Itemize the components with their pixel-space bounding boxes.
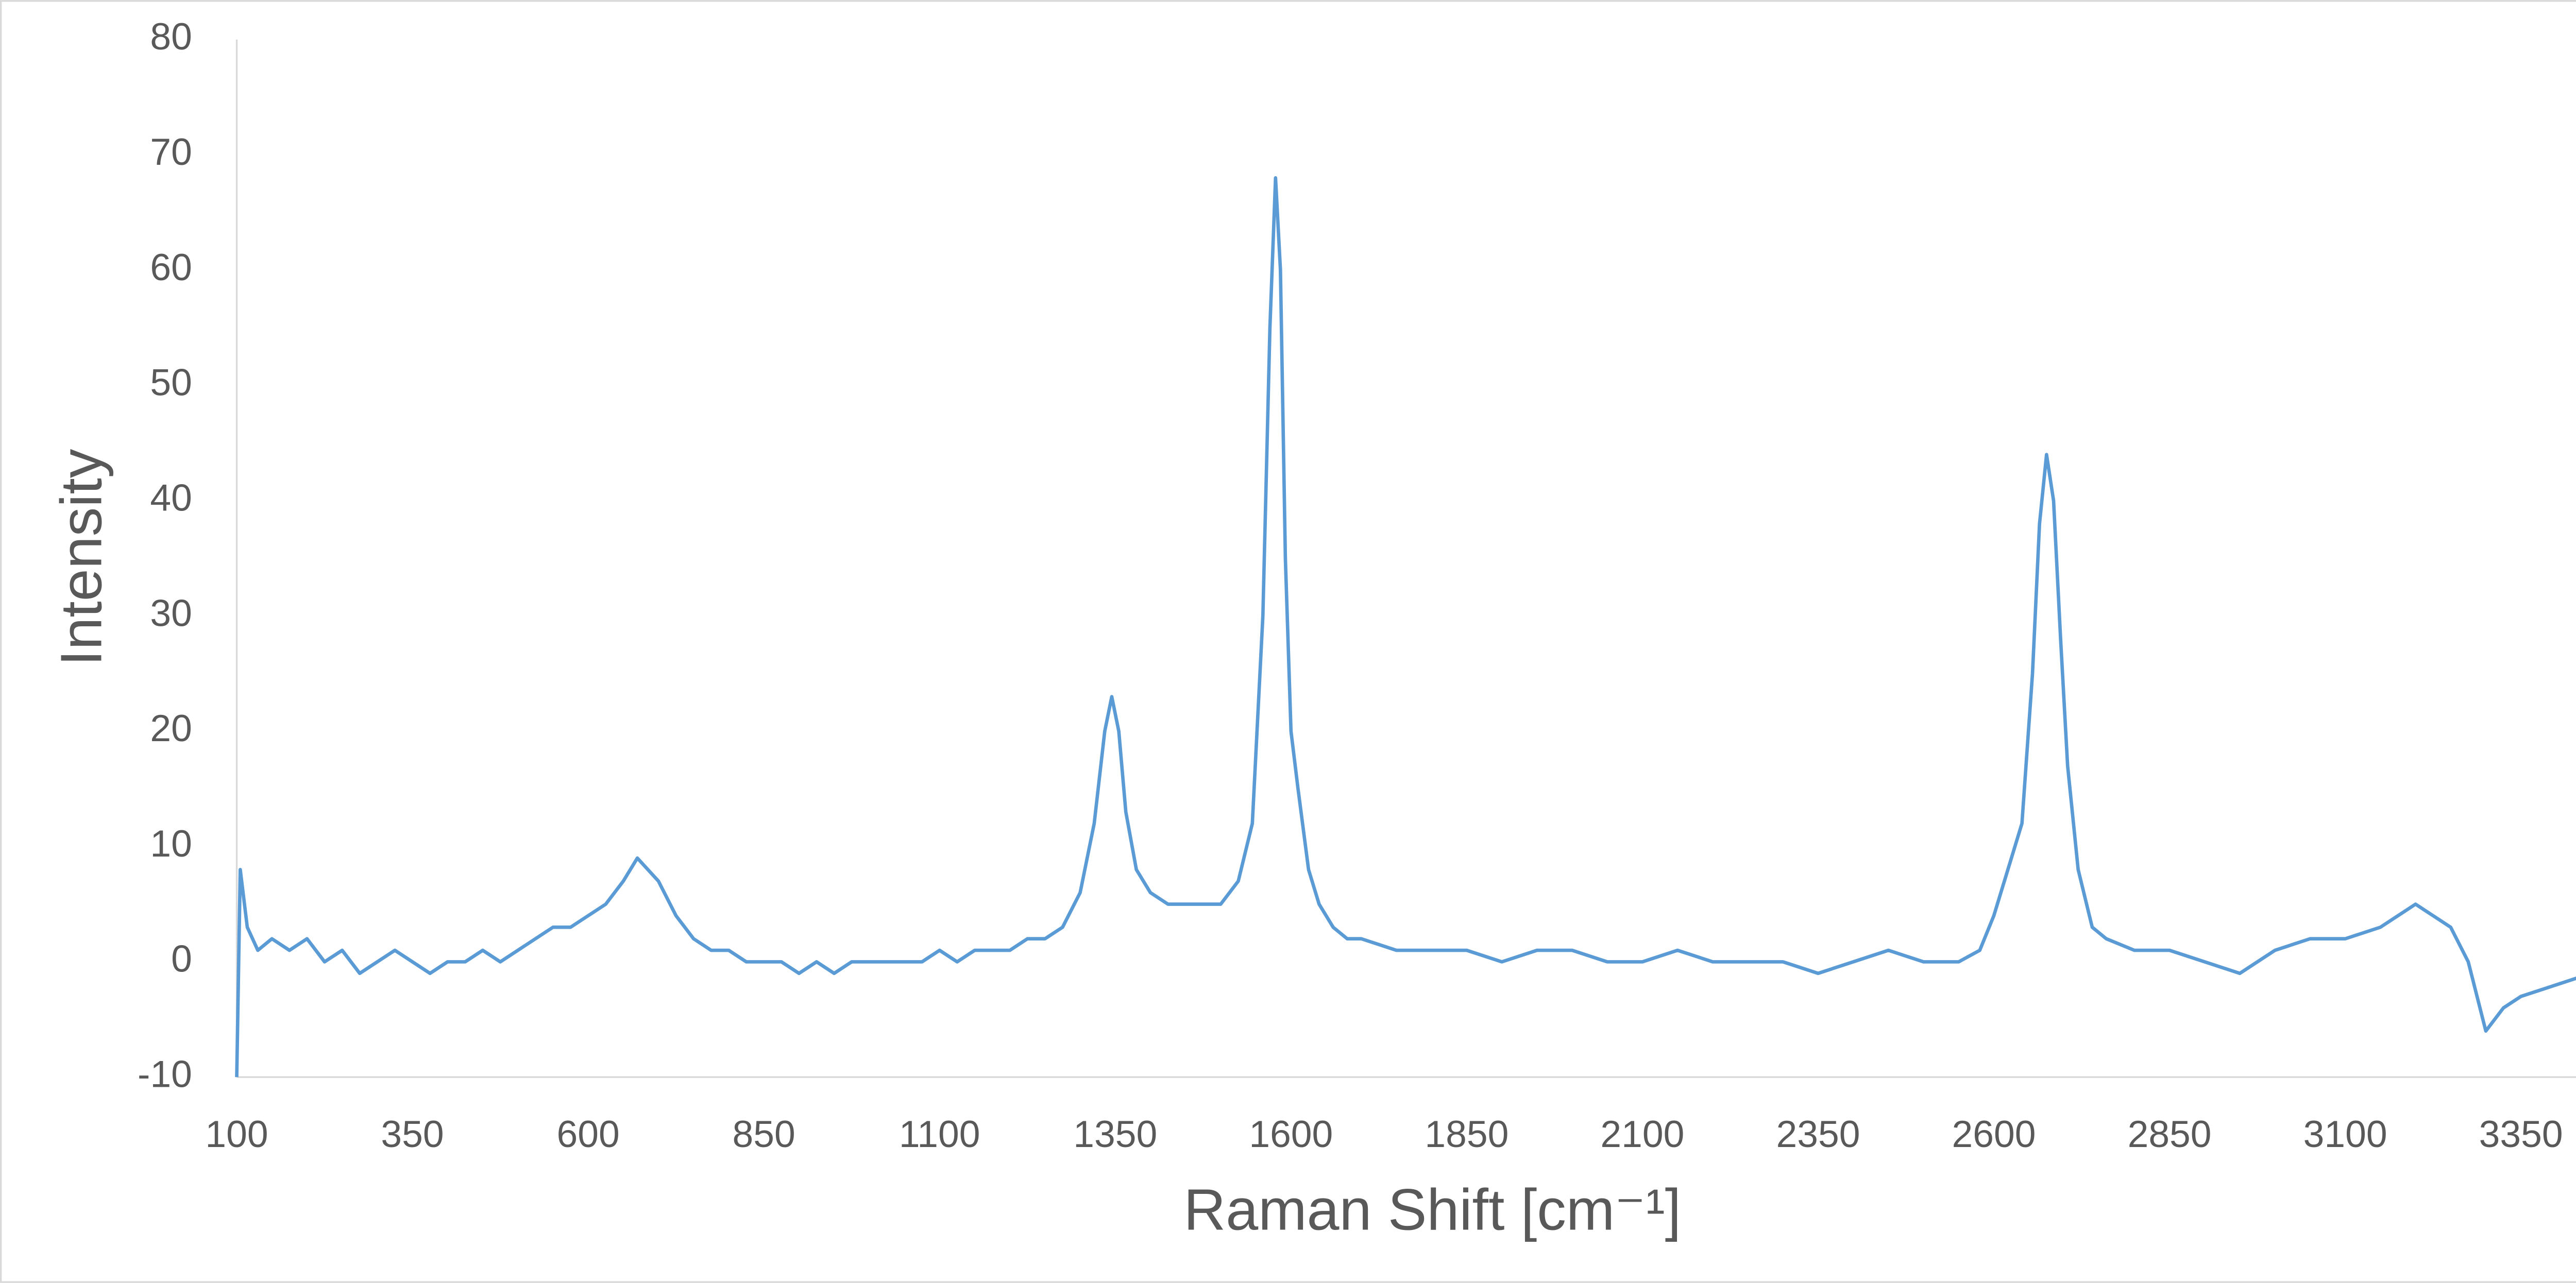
data-line (235, 176, 2576, 1077)
x-tick-label: 3350 (2479, 1113, 2563, 1155)
y-tick-label: 20 (150, 707, 192, 749)
x-tick-label: 2600 (1952, 1113, 2036, 1155)
x-tick-label: 2100 (1600, 1113, 1684, 1155)
x-tick-label: 350 (381, 1113, 444, 1155)
y-axis-title: Intensity (48, 449, 113, 666)
y-tick-label: 50 (150, 362, 192, 404)
x-tick-label: 1600 (1249, 1113, 1333, 1155)
y-tick-label: 0 (171, 938, 192, 980)
y-tick-label: 80 (150, 15, 192, 58)
x-tick-label: 2350 (1776, 1113, 1860, 1155)
y-tick-label: 40 (150, 476, 192, 519)
x-tick-label: 1850 (1425, 1113, 1509, 1155)
y-tick-label: 30 (150, 592, 192, 634)
x-tick-label: 1100 (899, 1113, 980, 1155)
x-tick-label: 1350 (1073, 1113, 1157, 1155)
y-tick-label: 10 (150, 823, 192, 865)
y-tick-label: 70 (150, 131, 192, 173)
y-tick-label: -10 (138, 1053, 192, 1096)
y-tick-label: 60 (150, 246, 192, 288)
x-tick-label: 100 (205, 1113, 268, 1155)
x-tick-label: 2850 (2128, 1113, 2212, 1155)
x-tick-label: 850 (733, 1113, 795, 1155)
x-axis-title: Raman Shift [cm⁻¹] (1184, 1177, 1682, 1242)
x-tick-label: 3100 (2303, 1113, 2387, 1155)
x-tick-label: 600 (556, 1113, 619, 1155)
